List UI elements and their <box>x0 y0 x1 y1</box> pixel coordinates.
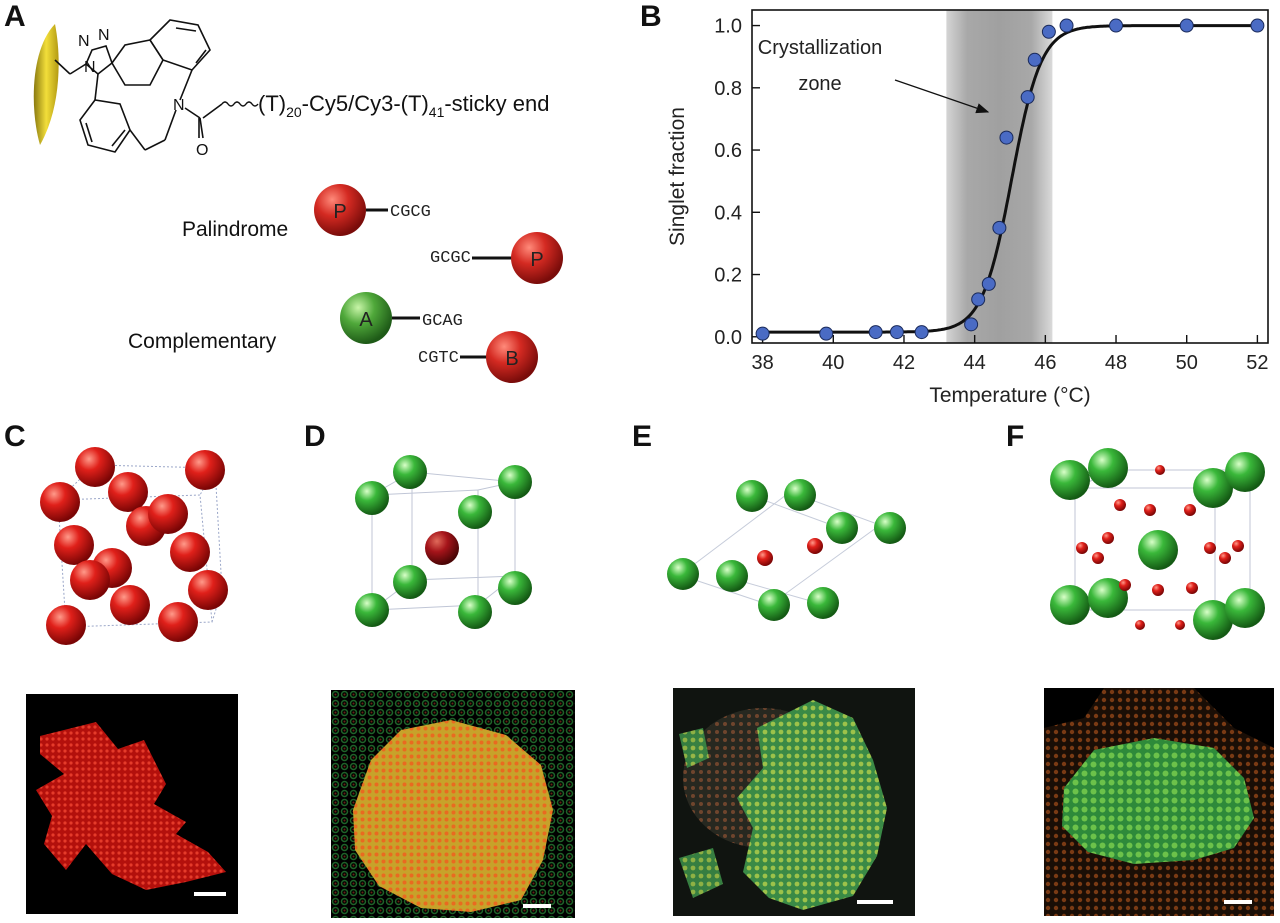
y-axis-label: Singlet fraction <box>666 107 689 246</box>
lattice-c-spheres <box>40 447 228 645</box>
singlet-fraction-chart: 38 40 42 44 46 48 50 52 0.0 0.2 0.4 0.6 0.8 1.0 Tempe… <box>666 9 1269 407</box>
annotation-zone: zone <box>798 73 841 95</box>
triazole-ring <box>54 45 113 76</box>
particle-p1-label: P <box>333 201 346 223</box>
seq-p2: GCGC <box>430 249 471 268</box>
wavy-linker <box>221 101 259 107</box>
particle-p1 <box>314 184 366 236</box>
x-tick-label: 42 <box>893 352 915 374</box>
scale-bar-d <box>523 904 551 908</box>
data-point <box>1250 18 1265 33</box>
atom-n1: N <box>78 33 90 50</box>
x-tick-label: 44 <box>964 352 986 374</box>
scale-bar-e <box>857 900 893 904</box>
data-point <box>1179 18 1194 33</box>
data-point <box>868 325 883 340</box>
x-tick-label: 52 <box>1246 352 1268 374</box>
y-tick-label: 1.0 <box>714 16 742 38</box>
particle-p2-label: P <box>530 249 543 271</box>
annotation-crystallization: Crystallization <box>758 37 882 59</box>
chain-t1-subscript: 20 <box>286 104 302 120</box>
data-point <box>1041 24 1056 39</box>
data-point <box>819 326 834 341</box>
chain-mid: -Cy5/Cy3-(T) <box>302 91 429 116</box>
panel-label-c: C <box>4 420 26 453</box>
x-tick-label: 46 <box>1034 352 1056 374</box>
y-tick-label: 0.2 <box>714 265 742 287</box>
chain-t1: (T) <box>258 91 286 116</box>
seq-b: CGTC <box>418 349 459 368</box>
particle-b <box>486 331 538 383</box>
data-point <box>999 130 1014 145</box>
micrograph-d <box>331 690 575 918</box>
data-point <box>1027 52 1042 67</box>
particle-a <box>340 292 392 344</box>
chain-end: -sticky end <box>444 91 549 116</box>
gold-particle-surface <box>33 24 59 145</box>
sigmoid-fit-curve <box>762 24 1258 334</box>
dna-chain-label: (T)20-Cy5/Cy3-(T)41-sticky end <box>258 91 550 120</box>
panel-label-a: A <box>4 0 26 33</box>
particle-b-label: B <box>505 348 518 370</box>
data-point <box>755 326 770 341</box>
data-point <box>1059 18 1074 33</box>
scale-bar-c <box>194 892 226 896</box>
data-point <box>981 276 996 291</box>
x-tick-label: 48 <box>1105 352 1127 374</box>
x-tick-label: 50 <box>1176 352 1198 374</box>
data-point <box>964 317 979 332</box>
panel-label-e: E <box>632 420 653 453</box>
scale-bar-f <box>1224 900 1252 904</box>
lattice-f-spheres <box>1050 448 1265 640</box>
atom-n3: N <box>84 59 96 76</box>
annotation-arrow <box>894 79 990 114</box>
particle-p2 <box>511 232 563 284</box>
x-tick-label: 38 <box>751 352 773 374</box>
panel-a-figure: N N N N O (T)20-Cy5/Cy3-(T)41-sticky end… <box>33 19 563 383</box>
lattice-models <box>40 447 1265 645</box>
x-tick-label: 40 <box>822 352 844 374</box>
data-point <box>1109 18 1124 33</box>
y-tick-label: 0.4 <box>714 202 742 224</box>
data-point <box>1020 90 1035 105</box>
y-tick-label: 0.0 <box>714 327 742 349</box>
x-axis-label: Temperature (°C) <box>929 384 1090 407</box>
atom-o: O <box>196 142 208 159</box>
seq-p1: CGCG <box>390 203 431 222</box>
panel-label-f: F <box>1006 420 1025 453</box>
y-tick-label: 0.8 <box>714 78 742 100</box>
data-point <box>971 292 986 307</box>
seq-a: GCAG <box>422 312 463 331</box>
particle-a-label: A <box>359 309 373 331</box>
atom-n-amide: N <box>173 97 185 114</box>
atom-n2: N <box>98 27 110 44</box>
micrograph-f <box>1044 688 1274 916</box>
data-point <box>914 325 929 340</box>
micrograph-e <box>673 688 915 916</box>
data-point <box>889 325 904 340</box>
panel-label-b: B <box>640 0 662 33</box>
dibenzo-ring-system <box>79 19 223 153</box>
panel-label-d: D <box>304 420 326 453</box>
palindrome-label: Palindrome <box>182 218 288 241</box>
chart-frame <box>751 9 1269 344</box>
lattice-d-spheres <box>355 455 532 629</box>
micrograph-c <box>26 694 238 914</box>
data-point <box>992 220 1007 235</box>
lattice-e-spheres <box>667 479 906 621</box>
complementary-label: Complementary <box>128 330 277 353</box>
chain-t2-subscript: 41 <box>429 104 445 120</box>
lattice-e-frame <box>679 491 882 606</box>
y-tick-label: 0.6 <box>714 140 742 162</box>
